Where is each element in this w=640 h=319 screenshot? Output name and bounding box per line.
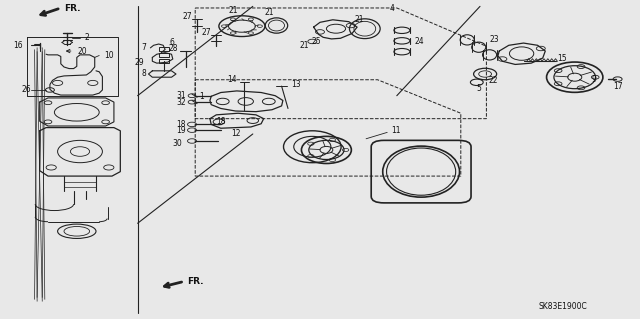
Text: 15: 15 (557, 54, 567, 63)
Text: 4: 4 (389, 4, 394, 13)
Text: 20: 20 (77, 47, 87, 56)
Text: 12: 12 (231, 130, 240, 138)
Text: 30: 30 (173, 139, 182, 148)
Text: 27: 27 (202, 28, 211, 37)
Text: 6: 6 (169, 38, 174, 47)
Text: 2: 2 (84, 33, 89, 42)
Text: 17: 17 (612, 82, 623, 91)
Text: 7: 7 (141, 43, 146, 52)
Text: 18: 18 (176, 120, 186, 129)
Text: 24: 24 (414, 37, 424, 46)
Text: 21: 21 (229, 6, 238, 15)
Text: 10: 10 (104, 51, 114, 60)
Text: SK83E1900C: SK83E1900C (539, 302, 588, 311)
Text: 14: 14 (227, 75, 237, 84)
Text: 16: 16 (13, 41, 22, 50)
Text: 28: 28 (168, 44, 178, 53)
Text: 26: 26 (21, 85, 31, 94)
Text: 25: 25 (312, 37, 322, 46)
Text: 21: 21 (300, 41, 308, 50)
Text: FR.: FR. (64, 4, 81, 13)
Text: 22: 22 (488, 76, 497, 85)
Text: 9: 9 (591, 75, 596, 84)
Text: 32: 32 (176, 98, 186, 107)
Text: 13: 13 (291, 80, 301, 89)
Text: FR.: FR. (187, 277, 204, 286)
Text: 18: 18 (216, 117, 225, 126)
Text: 31: 31 (176, 91, 186, 100)
Text: 1: 1 (199, 92, 204, 101)
Text: 27: 27 (182, 12, 192, 21)
Text: 19: 19 (176, 126, 186, 135)
Text: 21: 21 (264, 8, 273, 17)
Text: 29: 29 (134, 58, 144, 67)
Text: 23: 23 (489, 35, 499, 44)
Text: 5: 5 (476, 84, 481, 93)
Text: 21: 21 (355, 15, 364, 24)
Text: 11: 11 (391, 126, 400, 135)
Text: 8: 8 (141, 69, 146, 78)
